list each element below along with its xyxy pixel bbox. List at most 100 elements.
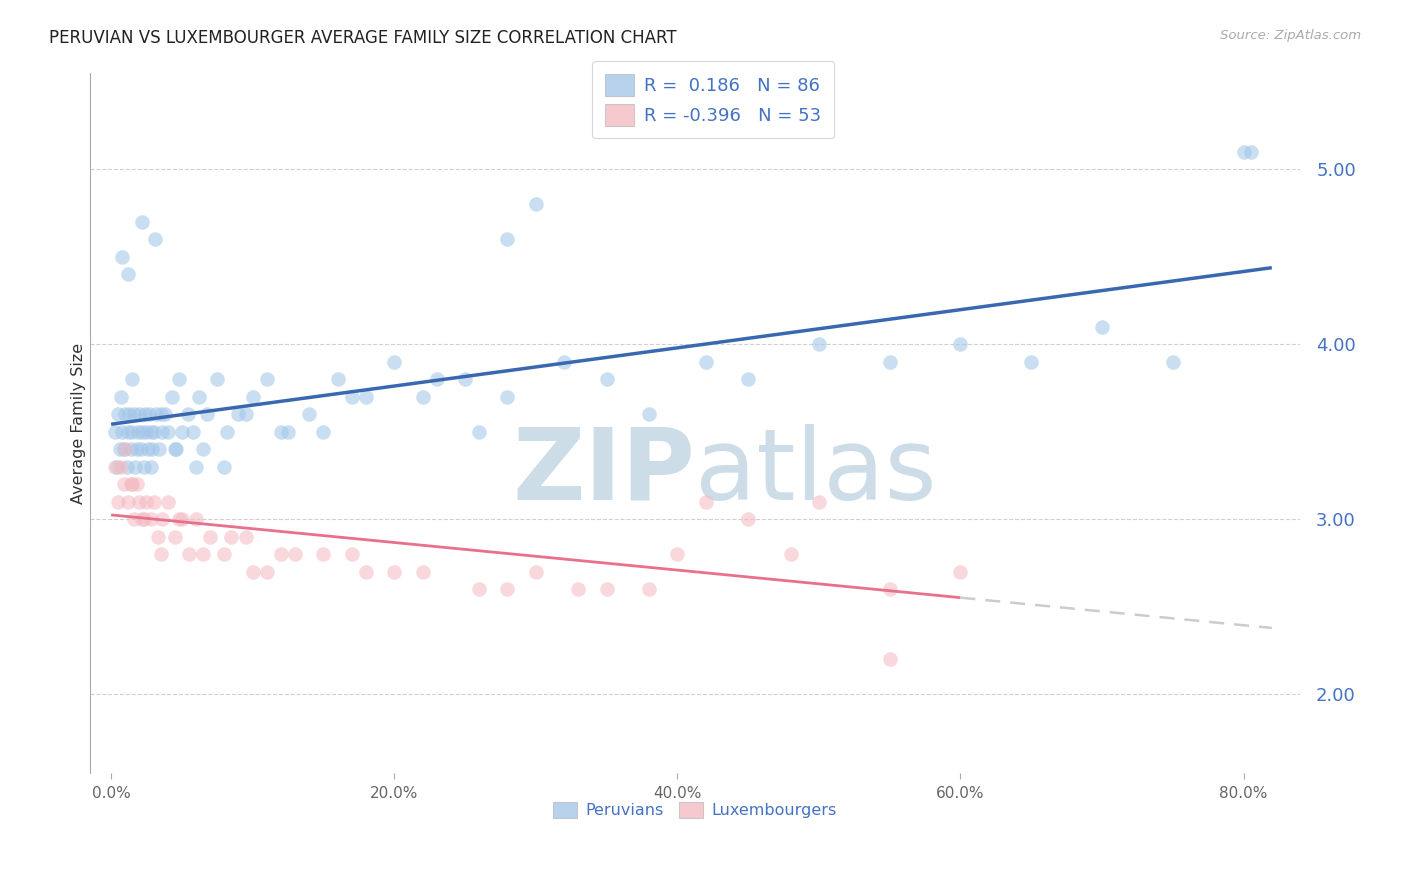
Point bbox=[879, 582, 901, 597]
Point bbox=[141, 442, 163, 457]
Point bbox=[156, 495, 179, 509]
Point bbox=[125, 442, 148, 457]
Point bbox=[170, 512, 193, 526]
Point bbox=[312, 547, 335, 561]
Point bbox=[135, 425, 157, 439]
Point bbox=[117, 267, 139, 281]
Point bbox=[779, 547, 801, 561]
Point bbox=[221, 530, 243, 544]
Point bbox=[807, 495, 830, 509]
Point bbox=[149, 407, 172, 421]
Point bbox=[242, 565, 264, 579]
Point bbox=[121, 372, 143, 386]
Point bbox=[165, 442, 187, 457]
Point bbox=[695, 495, 717, 509]
Point bbox=[176, 407, 198, 421]
Point bbox=[138, 407, 160, 421]
Y-axis label: Average Family Size: Average Family Size bbox=[72, 343, 86, 504]
Point bbox=[468, 582, 491, 597]
Point bbox=[949, 337, 972, 351]
Point bbox=[214, 459, 236, 474]
Point bbox=[163, 442, 186, 457]
Point bbox=[312, 425, 335, 439]
Point bbox=[114, 442, 136, 457]
Point bbox=[110, 459, 132, 474]
Point bbox=[270, 547, 292, 561]
Point bbox=[695, 355, 717, 369]
Point bbox=[217, 425, 239, 439]
Point bbox=[118, 407, 141, 421]
Legend: Peruvians, Luxembourgers: Peruvians, Luxembourgers bbox=[547, 796, 844, 824]
Point bbox=[298, 407, 321, 421]
Point bbox=[149, 547, 172, 561]
Point bbox=[136, 442, 159, 457]
Point bbox=[156, 425, 179, 439]
Point bbox=[277, 425, 299, 439]
Point bbox=[104, 459, 127, 474]
Point bbox=[111, 250, 134, 264]
Point bbox=[110, 390, 132, 404]
Point bbox=[142, 425, 165, 439]
Point bbox=[111, 425, 134, 439]
Point bbox=[638, 407, 661, 421]
Point bbox=[184, 459, 207, 474]
Point bbox=[163, 530, 186, 544]
Point bbox=[270, 425, 292, 439]
Point bbox=[382, 565, 405, 579]
Point bbox=[284, 547, 307, 561]
Point bbox=[187, 390, 209, 404]
Point bbox=[131, 215, 153, 229]
Point bbox=[120, 442, 142, 457]
Point bbox=[595, 372, 617, 386]
Point bbox=[354, 565, 377, 579]
Point bbox=[411, 565, 433, 579]
Point bbox=[124, 459, 146, 474]
Point bbox=[256, 372, 278, 386]
Point bbox=[107, 495, 129, 509]
Point bbox=[256, 565, 278, 579]
Point bbox=[131, 425, 153, 439]
Point bbox=[195, 407, 218, 421]
Point bbox=[807, 337, 830, 351]
Point bbox=[132, 512, 155, 526]
Point bbox=[411, 390, 433, 404]
Point bbox=[135, 495, 157, 509]
Point bbox=[184, 512, 207, 526]
Point bbox=[134, 407, 156, 421]
Point bbox=[340, 547, 363, 561]
Point bbox=[496, 232, 519, 246]
Point bbox=[181, 425, 204, 439]
Point bbox=[139, 459, 162, 474]
Point bbox=[354, 390, 377, 404]
Point bbox=[198, 530, 221, 544]
Point bbox=[191, 547, 214, 561]
Point bbox=[737, 512, 759, 526]
Point bbox=[191, 442, 214, 457]
Point bbox=[132, 459, 155, 474]
Point bbox=[160, 390, 183, 404]
Point bbox=[879, 355, 901, 369]
Point bbox=[146, 530, 169, 544]
Point bbox=[1232, 145, 1254, 159]
Point bbox=[340, 390, 363, 404]
Point bbox=[167, 512, 190, 526]
Point bbox=[326, 372, 349, 386]
Point bbox=[1239, 145, 1261, 159]
Point bbox=[139, 512, 162, 526]
Text: PERUVIAN VS LUXEMBOURGER AVERAGE FAMILY SIZE CORRELATION CHART: PERUVIAN VS LUXEMBOURGER AVERAGE FAMILY … bbox=[49, 29, 676, 46]
Point bbox=[949, 565, 972, 579]
Point bbox=[127, 425, 149, 439]
Point bbox=[153, 407, 176, 421]
Point bbox=[879, 652, 901, 666]
Point bbox=[177, 547, 200, 561]
Point bbox=[120, 477, 142, 491]
Point bbox=[142, 495, 165, 509]
Point bbox=[468, 425, 491, 439]
Point bbox=[122, 512, 145, 526]
Point bbox=[150, 512, 173, 526]
Point bbox=[143, 232, 166, 246]
Point bbox=[139, 425, 162, 439]
Point bbox=[107, 407, 129, 421]
Point bbox=[128, 407, 150, 421]
Text: ZIP: ZIP bbox=[512, 424, 695, 521]
